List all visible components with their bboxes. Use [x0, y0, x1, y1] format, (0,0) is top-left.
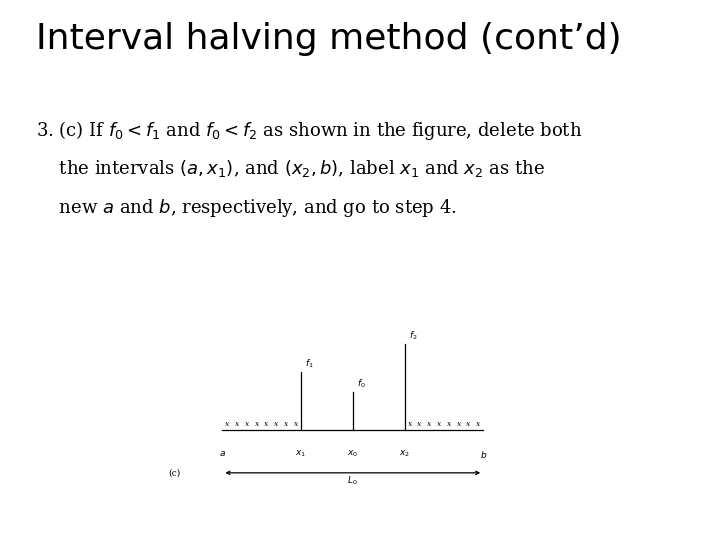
Text: x: x	[274, 420, 279, 428]
Text: x: x	[408, 420, 412, 428]
Text: x: x	[245, 420, 249, 428]
Text: x: x	[225, 420, 230, 428]
Text: the intervals $( a, x_1)$, and $( x_2 ,b)$, label $x_1$ and $x_2$ as the: the intervals $( a, x_1)$, and $( x_2 ,b…	[36, 158, 545, 179]
Text: $b$: $b$	[480, 449, 487, 460]
Text: $x_0$: $x_0$	[347, 449, 359, 459]
Text: x: x	[255, 420, 258, 428]
Text: x: x	[437, 420, 441, 428]
Text: x: x	[264, 420, 269, 428]
Text: $f_1$: $f_1$	[305, 357, 313, 369]
Text: (c): (c)	[168, 468, 181, 477]
Text: x: x	[467, 420, 471, 428]
Text: $x_1$: $x_1$	[295, 449, 306, 459]
Text: $x_2$: $x_2$	[400, 449, 410, 459]
Text: x: x	[427, 420, 431, 428]
Text: $f_0$: $f_0$	[356, 377, 366, 390]
Text: x: x	[456, 420, 461, 428]
Text: $a$: $a$	[219, 449, 226, 457]
Text: new $a$ and $b$, respectively, and go to step 4.: new $a$ and $b$, respectively, and go to…	[36, 197, 456, 219]
Text: $f_2$: $f_2$	[409, 330, 418, 342]
Text: x: x	[284, 420, 288, 428]
Text: $L_0$: $L_0$	[348, 475, 358, 488]
Text: x: x	[294, 420, 298, 428]
Text: x: x	[476, 420, 480, 428]
Text: 3. (c) If $f_0 < f_1$ and $f_0 < f_2$ as shown in the figure, delete both: 3. (c) If $f_0 < f_1$ and $f_0 < f_2$ as…	[36, 119, 582, 142]
Text: x: x	[447, 420, 451, 428]
Text: x: x	[418, 420, 422, 428]
Text: x: x	[235, 420, 239, 428]
Text: Interval halving method (cont’d): Interval halving method (cont’d)	[36, 22, 621, 56]
